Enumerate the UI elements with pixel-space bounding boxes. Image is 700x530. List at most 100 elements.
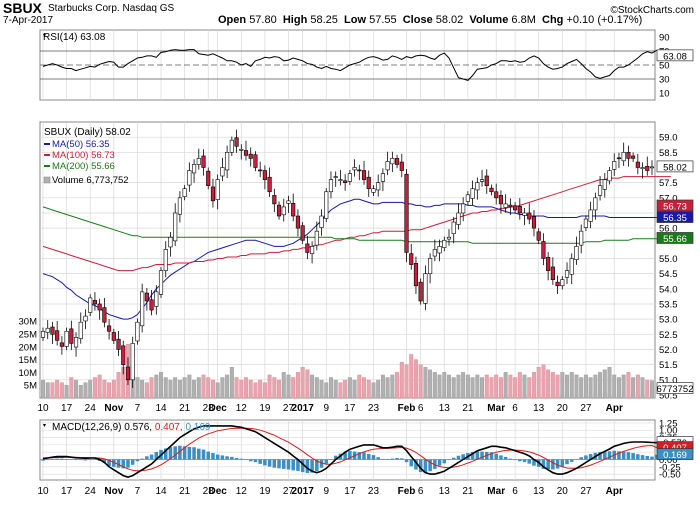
ma200-tag-text: 55.66 <box>663 234 687 245</box>
date-tick-label: 6 <box>418 486 424 497</box>
date-tick-label: 21 <box>179 486 191 497</box>
macd-histogram-bar <box>45 459 50 461</box>
volume-tick-label: 5M <box>24 381 37 392</box>
date-tick-label: 23 <box>368 403 380 414</box>
date-tick-label: 24 <box>85 486 97 497</box>
date-tick-label: 14 <box>155 403 167 414</box>
volume-bar <box>579 377 584 399</box>
price-candle <box>102 307 107 323</box>
macd-histogram-bar <box>173 446 177 460</box>
macd-histogram-bar <box>315 459 319 472</box>
price-candle <box>234 137 239 147</box>
macd-histogram-bar <box>300 459 305 473</box>
macd-histogram-bar <box>215 454 220 460</box>
volume-bar <box>168 379 173 399</box>
price-tick-label: 56.0 <box>659 224 678 235</box>
macd-histogram-bar <box>78 459 83 461</box>
price-tick-label: 57.0 <box>659 193 678 204</box>
price-candle <box>404 173 409 253</box>
price-candle <box>220 167 225 177</box>
macd-histogram-bar <box>116 459 121 468</box>
volume-last-tag-text: 6773752 <box>657 384 694 395</box>
copyright: ©StockCharts.com <box>610 5 694 16</box>
price-candle <box>508 204 513 208</box>
price-candle <box>73 337 79 348</box>
volume-bar <box>588 377 593 399</box>
date-tick-label: 23 <box>368 486 380 497</box>
ma50-tag-box <box>656 211 694 223</box>
price-candle <box>409 253 414 265</box>
volume-bar <box>607 367 612 399</box>
price-candle <box>324 191 329 219</box>
volume-bar <box>187 374 192 399</box>
price-candle <box>201 155 206 168</box>
volume-bar <box>513 377 518 399</box>
price-candle <box>243 150 249 156</box>
macd-histogram-bar <box>381 458 385 460</box>
date-tick-label: 7 <box>135 486 141 497</box>
macd-histogram-bar <box>102 459 107 464</box>
date-tick-label: 28 <box>203 486 215 497</box>
date-tick-label: Feb <box>398 403 416 414</box>
volume-bar <box>399 361 404 399</box>
macd-histogram-bar <box>428 459 432 472</box>
macd-hist-tag: 0.169 <box>656 448 694 461</box>
price-candle <box>59 342 64 347</box>
macd-histogram-bar <box>555 459 560 469</box>
macd-histogram-bar <box>88 459 92 461</box>
price-candle <box>428 258 433 274</box>
macd-histogram-bar <box>541 459 546 469</box>
rsi-tick-label: 50 <box>659 61 670 72</box>
price-candle <box>281 206 286 216</box>
volume-bar <box>569 372 574 399</box>
price-tick-label: 59.0 <box>659 133 678 144</box>
rsi-tick-label: 30 <box>659 75 670 86</box>
macd-histogram-bar <box>400 458 404 460</box>
macd-line <box>42 425 657 478</box>
volume-bar <box>234 377 239 399</box>
ma-line-ma100 <box>42 176 671 272</box>
volume-bar <box>546 369 551 399</box>
macd-histogram-bar <box>461 454 465 460</box>
macd-histogram-bar <box>267 459 272 467</box>
price-candle <box>640 167 645 170</box>
price-tick-label: 58.5 <box>659 148 678 159</box>
volume-bar <box>390 374 395 399</box>
macd-histogram-bar <box>145 456 149 460</box>
volume-bar <box>456 374 461 399</box>
volume-bar <box>593 374 598 399</box>
volume-bar <box>88 379 93 399</box>
date-tick-label: 10 <box>37 403 49 414</box>
ma50-tag: 56.35 <box>656 211 694 224</box>
macd-tick-label: -0.50 <box>659 470 681 481</box>
volume-bar <box>475 374 480 399</box>
macd-histogram-bar <box>187 446 192 460</box>
volume-bar <box>45 382 50 399</box>
date-tick-label: 2017 <box>292 486 315 497</box>
volume-bar <box>220 377 225 399</box>
volume-legend: Volume 6,773,752 <box>52 175 129 186</box>
macd-histogram-bar <box>357 452 362 460</box>
volume-bar <box>343 379 348 399</box>
price-candle <box>328 179 334 193</box>
ma100-tag: 56.73 <box>656 199 694 213</box>
price-candle <box>560 279 565 287</box>
price-candle <box>92 300 98 305</box>
date-tick-label: Nov <box>104 403 123 414</box>
macd-histogram-bar <box>447 459 451 461</box>
macd-histogram-bar <box>93 459 97 461</box>
macd-histogram-bar <box>272 459 277 468</box>
volume-bar <box>272 377 277 399</box>
price-tick-label: 54.0 <box>659 284 678 295</box>
price-candle <box>607 170 612 182</box>
volume-bar <box>159 372 163 399</box>
volume-bar <box>404 364 409 399</box>
volume-bar <box>69 377 74 399</box>
macd-histogram-bar <box>574 459 579 461</box>
ticker-symbol: SBUX <box>3 0 42 16</box>
date-tick-label: Feb <box>398 486 416 497</box>
volume-bar <box>64 384 69 399</box>
volume-bar <box>362 377 366 399</box>
macd-histogram-bar <box>50 458 55 460</box>
